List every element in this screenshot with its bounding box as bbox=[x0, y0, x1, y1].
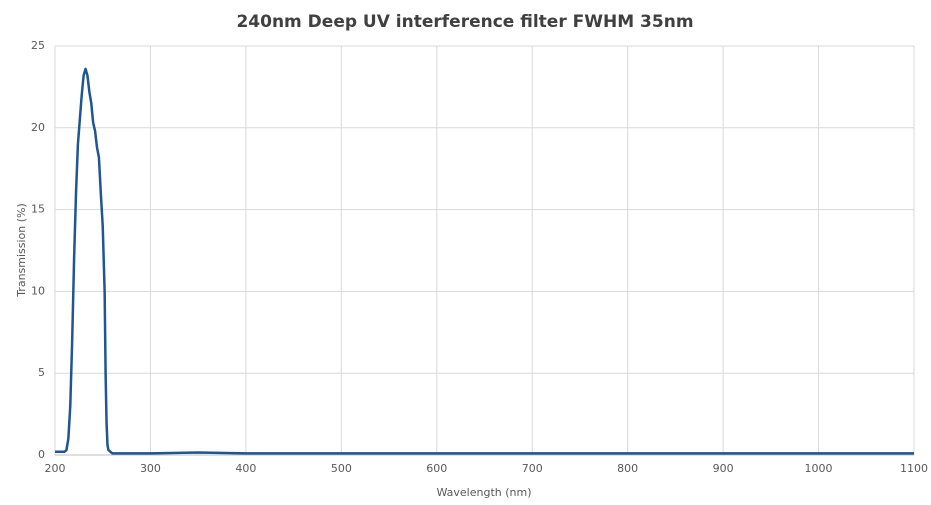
data-line bbox=[55, 67, 914, 455]
x-tick-label: 500 bbox=[331, 462, 352, 475]
y-tick-label: 20 bbox=[31, 121, 45, 134]
x-tick-label: 700 bbox=[522, 462, 543, 475]
x-tick-label: 400 bbox=[235, 462, 256, 475]
x-tick-label: 900 bbox=[713, 462, 734, 475]
y-tick-label: 25 bbox=[31, 39, 45, 52]
x-tick-label: 600 bbox=[426, 462, 447, 475]
y-axis-label: Transmission (%) bbox=[15, 203, 28, 298]
x-axis-label: Wavelength (nm) bbox=[436, 486, 531, 499]
y-tick-label: 5 bbox=[38, 366, 45, 379]
x-tick-label: 800 bbox=[617, 462, 638, 475]
x-tick-label: 200 bbox=[45, 462, 66, 475]
y-tick-label: 0 bbox=[38, 448, 45, 461]
x-tick-label: 1000 bbox=[805, 462, 833, 475]
chart-title: 240nm Deep UV interference filter FWHM 3… bbox=[236, 12, 693, 32]
x-tick-label: 1100 bbox=[900, 462, 928, 475]
x-tick-label: 300 bbox=[140, 462, 161, 475]
y-tick-label: 15 bbox=[31, 203, 45, 216]
y-tick-label: 10 bbox=[31, 284, 45, 297]
